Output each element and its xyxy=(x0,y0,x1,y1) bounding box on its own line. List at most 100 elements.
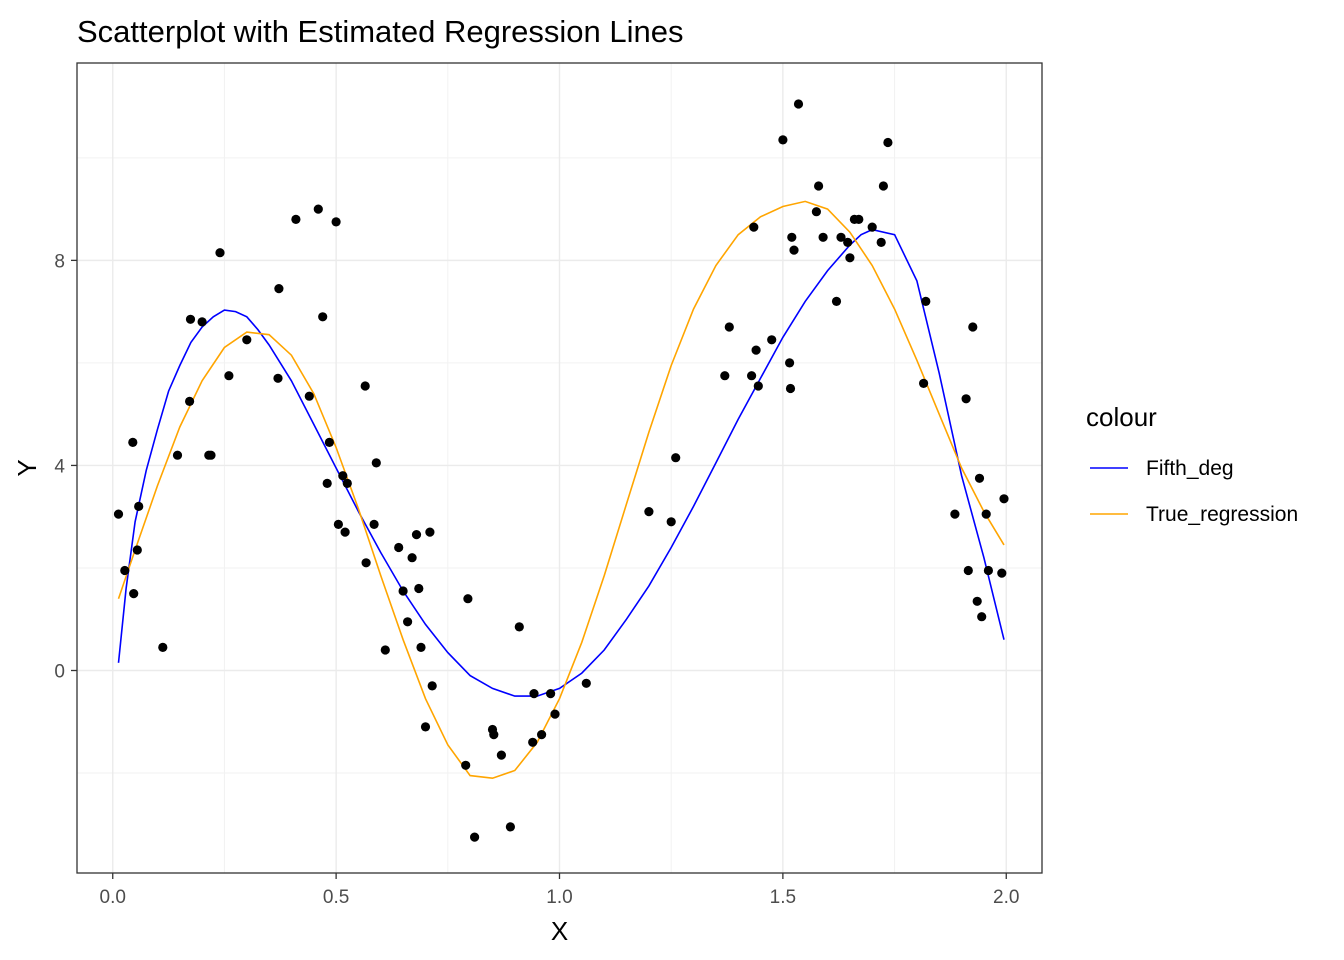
data-point xyxy=(369,519,379,530)
data-point xyxy=(403,617,413,627)
data-point xyxy=(489,730,499,740)
data-point xyxy=(811,207,822,217)
data-point xyxy=(974,473,985,483)
data-point xyxy=(380,645,390,655)
data-point xyxy=(274,284,284,294)
x-tick-label: 0.0 xyxy=(100,887,126,908)
legend-entries: Fifth_deg True_regression xyxy=(1090,457,1298,526)
data-point xyxy=(751,345,761,355)
data-point xyxy=(778,135,788,145)
chart-title: Scatterplot with Estimated Regression Li… xyxy=(77,14,684,49)
data-point xyxy=(753,381,763,391)
data-point xyxy=(427,681,437,691)
data-point xyxy=(128,437,138,447)
data-point xyxy=(537,730,547,740)
legend-title: colour xyxy=(1086,402,1157,432)
data-point xyxy=(129,589,139,599)
data-point xyxy=(963,565,973,576)
data-point xyxy=(831,296,842,306)
legend-label: Fifth_deg xyxy=(1146,457,1234,480)
data-point xyxy=(496,750,506,760)
data-point xyxy=(843,237,853,247)
y-tick-label: 4 xyxy=(54,456,65,477)
data-point xyxy=(185,314,196,324)
data-point xyxy=(360,381,370,391)
data-point xyxy=(407,553,417,563)
data-point xyxy=(876,237,886,247)
data-point xyxy=(394,542,404,553)
data-point xyxy=(242,335,252,345)
x-tick-label: 2.0 xyxy=(993,887,1019,908)
data-point xyxy=(224,371,234,381)
data-point xyxy=(420,722,431,732)
legend-label: True_regression xyxy=(1146,503,1298,526)
data-point xyxy=(134,501,144,511)
plot-panel xyxy=(76,62,1043,874)
data-point xyxy=(997,568,1007,578)
data-point xyxy=(546,689,556,699)
data-point xyxy=(747,371,757,381)
data-point xyxy=(550,709,560,719)
data-point xyxy=(961,394,971,404)
data-point xyxy=(671,453,681,463)
data-point xyxy=(425,527,435,537)
data-point xyxy=(919,378,929,388)
data-point xyxy=(529,689,539,699)
data-point xyxy=(981,509,991,519)
data-point xyxy=(340,527,350,537)
data-point xyxy=(206,450,216,460)
data-point xyxy=(999,494,1009,504)
data-point xyxy=(304,391,314,401)
data-point xyxy=(461,760,471,770)
data-point xyxy=(968,322,978,332)
data-point xyxy=(505,822,515,832)
data-point xyxy=(528,737,538,747)
data-point xyxy=(342,478,352,488)
data-point xyxy=(318,312,328,322)
data-point xyxy=(470,832,480,842)
data-point xyxy=(185,396,195,406)
data-point xyxy=(977,612,987,622)
data-point xyxy=(724,322,734,332)
data-point xyxy=(789,245,799,255)
data-point xyxy=(883,137,893,148)
y-axis: 0 4 8 xyxy=(54,251,77,683)
x-axis-title: X xyxy=(551,916,568,946)
data-point xyxy=(398,586,408,596)
data-point xyxy=(581,678,591,688)
series-line-true-regression xyxy=(117,200,1005,780)
data-point xyxy=(836,232,846,242)
data-point xyxy=(120,565,130,576)
data-point xyxy=(983,565,994,576)
y-axis-title: Y xyxy=(12,459,42,476)
data-point xyxy=(749,222,759,232)
data-point xyxy=(361,558,371,568)
data-point xyxy=(463,594,473,604)
data-point xyxy=(720,371,730,381)
data-points xyxy=(113,99,1009,842)
data-point xyxy=(818,232,828,242)
data-point xyxy=(132,545,142,555)
data-point xyxy=(371,458,381,468)
data-point xyxy=(972,596,982,606)
data-point xyxy=(338,471,348,481)
x-axis: 0.0 0.5 1.0 1.5 2.0 xyxy=(100,873,1019,908)
data-point xyxy=(950,509,960,519)
data-point xyxy=(785,358,795,368)
data-point xyxy=(793,99,804,109)
data-point xyxy=(291,214,301,224)
data-point xyxy=(333,519,343,530)
data-point xyxy=(411,530,422,540)
x-tick-label: 1.0 xyxy=(546,887,572,908)
data-point xyxy=(197,317,207,327)
data-point xyxy=(787,232,797,242)
data-point xyxy=(273,373,283,383)
data-point xyxy=(921,296,931,306)
x-tick-label: 0.5 xyxy=(323,887,349,908)
data-point xyxy=(767,335,777,345)
data-point xyxy=(878,181,889,191)
data-point xyxy=(644,507,654,517)
data-point xyxy=(867,222,877,232)
data-point xyxy=(172,450,183,460)
data-point xyxy=(414,583,424,594)
